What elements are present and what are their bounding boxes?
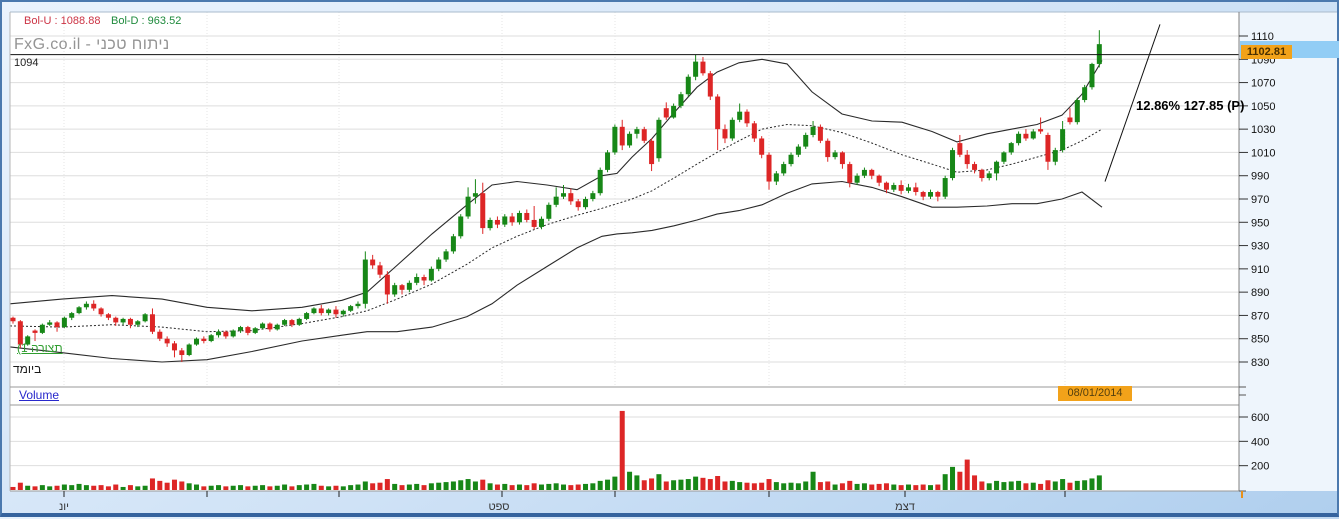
- volume-pane-label: Volume: [19, 388, 60, 402]
- candlesticks: [10, 30, 1102, 362]
- gridlines: [10, 12, 1239, 467]
- last-price-badge: 1102.81: [1241, 45, 1292, 59]
- instrument-label: ביומד: [13, 362, 42, 376]
- svg-text:400: 400: [1251, 436, 1269, 448]
- pattern-label: (1 תצורה: [17, 341, 63, 355]
- bollinger-bands: [9, 58, 1103, 363]
- svg-text:1050: 1050: [1251, 101, 1275, 113]
- svg-text:יונ: יונ: [59, 501, 69, 513]
- legend-bollinger-upper: Bol-U : 1088.88: [24, 15, 101, 27]
- svg-text:870: 870: [1251, 310, 1269, 322]
- svg-text:930: 930: [1251, 241, 1269, 253]
- volume-bars: [10, 410, 1102, 490]
- svg-text:990: 990: [1251, 171, 1269, 183]
- measure-annotation: 12.86% 127.85 (P): [1136, 98, 1245, 113]
- svg-text:1070: 1070: [1251, 78, 1275, 90]
- legend-bollinger-lower: Bol-D : 963.52: [111, 15, 182, 27]
- svg-text:950: 950: [1251, 217, 1269, 229]
- svg-text:1110: 1110: [1251, 31, 1274, 43]
- svg-text:ספט: ספט: [489, 501, 510, 513]
- svg-text:1010: 1010: [1251, 147, 1275, 159]
- svg-text:910: 910: [1251, 264, 1269, 276]
- svg-text:890: 890: [1251, 287, 1269, 299]
- svg-text:דצמ: דצמ: [895, 501, 915, 513]
- svg-text:600: 600: [1251, 412, 1269, 424]
- svg-text:850: 850: [1251, 334, 1269, 346]
- axes: 1110109010701050103010109909709509309108…: [9, 11, 1337, 513]
- svg-text:1030: 1030: [1251, 124, 1275, 136]
- svg-text:970: 970: [1251, 194, 1269, 206]
- annotation-lines: [10, 24, 1239, 182]
- watermark-title: FxG.co.il - ניתוח טכני: [14, 36, 170, 53]
- date-marker-badge: 08/01/2014: [1058, 386, 1132, 401]
- plot-background: [10, 12, 1337, 491]
- level-line-label: 1094: [14, 57, 39, 69]
- svg-text:830: 830: [1251, 357, 1269, 369]
- svg-text:200: 200: [1251, 461, 1269, 473]
